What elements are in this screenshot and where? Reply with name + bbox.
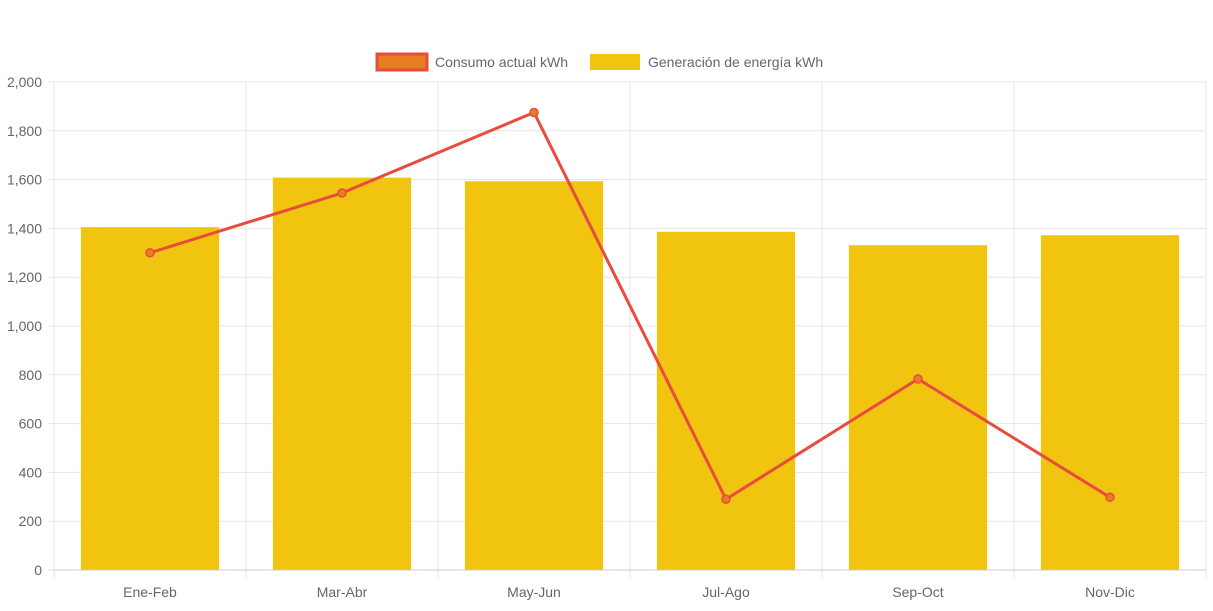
y-tick-label: 600 xyxy=(19,416,43,432)
gridlines xyxy=(48,81,1207,578)
point-nov-dic[interactable] xyxy=(1105,492,1115,503)
x-tick-label: Ene-Feb xyxy=(123,584,177,600)
y-tick-label: 1,600 xyxy=(7,172,42,188)
point-ene-feb[interactable] xyxy=(145,248,155,258)
y-tick-label: 0 xyxy=(34,562,42,578)
y-tick-label: 1,000 xyxy=(7,318,42,334)
axes: 0 200 400 600 800 1,000 1,200 1,400 1,600 1,800 2,… xyxy=(7,74,1206,600)
bar-mar-abr[interactable] xyxy=(272,177,412,570)
y-tick-label: 2,000 xyxy=(7,74,42,90)
point-jul-ago[interactable] xyxy=(721,494,731,504)
consumo-line xyxy=(149,111,1111,501)
x-tick-label: Jul-Ago xyxy=(702,584,750,600)
x-tick-label: Nov-Dic xyxy=(1085,584,1135,600)
line-series-consumo xyxy=(145,107,1115,504)
point-may-jun[interactable] xyxy=(529,107,539,118)
legend-swatch-consumo[interactable] xyxy=(375,52,429,72)
y-tick-label: 800 xyxy=(19,367,43,383)
y-tick-label: 1,200 xyxy=(7,269,42,285)
point-sep-oct[interactable] xyxy=(913,374,923,384)
y-tick-label: 200 xyxy=(19,513,43,529)
legend-swatch-generacion[interactable] xyxy=(590,54,640,70)
point-mar-abr[interactable] xyxy=(337,188,347,198)
bar-ene-feb[interactable] xyxy=(80,227,220,570)
legend[interactable]: Consumo actual kWh Generación de energía … xyxy=(375,52,823,72)
y-tick-label: 400 xyxy=(19,464,43,480)
bar-nov-dic[interactable] xyxy=(1040,235,1180,570)
x-tick-label: Mar-Abr xyxy=(317,584,368,600)
x-tick-label: Sep-Oct xyxy=(892,584,943,600)
legend-label-generacion[interactable]: Generación de energía kWh xyxy=(648,54,823,70)
bar-may-jun[interactable] xyxy=(464,181,604,571)
legend-label-consumo[interactable]: Consumo actual kWh xyxy=(435,54,568,70)
x-tick-label: May-Jun xyxy=(507,584,561,600)
bar-jul-ago[interactable] xyxy=(656,231,796,571)
y-tick-label: 1,400 xyxy=(7,220,42,236)
y-tick-label: 1,800 xyxy=(7,123,42,139)
